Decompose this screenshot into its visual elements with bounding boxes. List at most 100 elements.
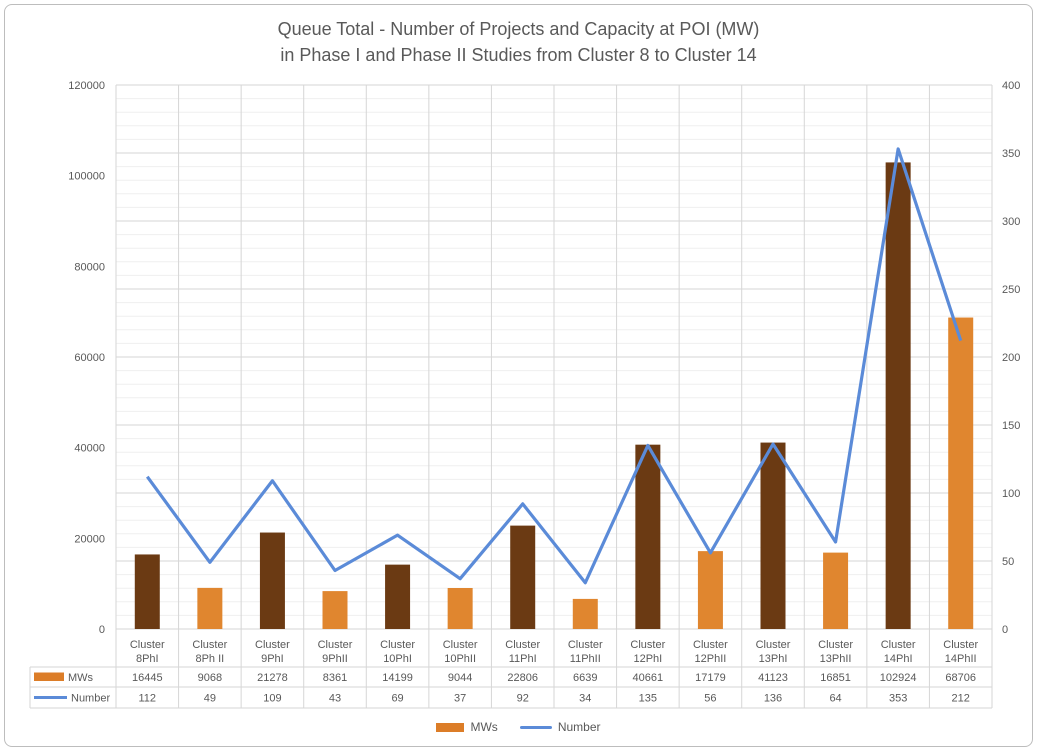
mws-bar [635,444,661,629]
left-axis-tick-label: 60000 [74,352,105,364]
data-table-number-row: 112 49 109 43 69 37 92 34 135 56 136 64 353 212 [139,693,970,705]
category-label-line2: 9PhII [322,653,348,665]
table-cell-mws: 17179 [695,672,726,684]
left-axis-tick-label: 20000 [74,533,105,545]
left-axis-tick-label: 40000 [74,443,105,455]
category-label-line1: Cluster [630,639,665,651]
chart-legend: MWs Number [0,720,1037,734]
table-cell-number: 136 [764,693,782,705]
table-cell-number: 92 [517,693,529,705]
table-cell-number: 135 [639,693,657,705]
category-label-line1: Cluster [568,639,603,651]
right-axis-labels: 0 50 100 150 200 250 300 350 400 [1002,80,1020,636]
right-axis-tick-label: 50 [1002,556,1014,568]
mws-bar [197,587,223,629]
number-line-series [145,147,963,585]
table-cell-number: 49 [204,693,216,705]
category-label-line2: 13PhI [759,653,788,665]
number-line-icon [519,725,552,729]
category-label-line2: 11PhII [570,653,601,665]
category-label-line1: Cluster [380,639,415,651]
table-cell-mws: 14199 [382,672,413,684]
mws-bar [948,317,974,629]
table-cell-number: 212 [952,693,970,705]
category-label-line2: 9PhI [261,653,284,665]
mws-bar [259,532,285,629]
category-label-line2: 13PhII [820,653,852,665]
data-table-mws-row: 16445 9068 21278 8361 14199 9044 22806 6639 4066… [132,672,976,684]
table-cell-mws: 9044 [448,672,472,684]
category-label-line2: 10PhII [444,653,476,665]
data-table-row-headers: MWs Number [34,672,110,705]
mws-swatch-icon [34,672,64,681]
table-cell-number: 43 [329,693,341,705]
table-cell-number: 353 [889,693,907,705]
category-label-line1: Cluster [505,639,540,651]
right-axis-tick-label: 250 [1002,284,1020,296]
table-cell-mws: 16851 [820,672,851,684]
category-label-line1: Cluster [130,639,165,651]
category-labels: Cluster 8PhI Cluster 8Ph II Cluster 9PhI Clust… [130,639,979,665]
category-label-line1: Cluster [255,639,290,651]
data-table-grid [29,629,993,709]
mws-bar [134,554,160,629]
table-cell-number: 37 [454,693,466,705]
mws-bar [385,564,411,629]
category-label-line1: Cluster [192,639,227,651]
number-line [145,147,963,585]
category-label-line2: 8Ph II [195,653,224,665]
mws-swatch-icon [436,722,465,732]
table-cell-mws: 41123 [758,672,788,684]
table-cell-number: 34 [579,693,591,705]
mws-bar [510,525,536,629]
chart-title-line1: Queue Total - Number of Projects and Cap… [277,19,760,39]
right-axis-tick-label: 300 [1002,216,1020,228]
right-axis-tick-label: 350 [1002,148,1020,160]
left-axis-tick-label: 0 [99,624,105,636]
category-label-line1: Cluster [756,639,791,651]
table-cell-number: 109 [263,693,281,705]
right-axis-tick-label: 400 [1002,80,1020,92]
table-cell-number: 64 [829,693,841,705]
legend-number-label: Number [557,720,601,734]
mws-bars [134,162,974,629]
category-label-line2: 11PhI [509,653,537,665]
mws-bar [760,442,786,629]
table-cell-mws: 102924 [880,672,917,684]
right-axis-tick-label: 150 [1002,420,1020,432]
right-axis-tick-label: 200 [1002,352,1020,364]
mws-bar [322,591,348,629]
table-cell-mws: 68706 [945,672,976,684]
category-label-line1: Cluster [693,639,728,651]
category-label-line1: Cluster [881,639,916,651]
mws-bar [885,162,911,629]
table-cell-mws: 22806 [507,672,538,684]
table-cell-mws: 9068 [198,672,222,684]
mws-bar [572,598,598,629]
mws-bar [823,552,849,629]
table-cell-number: 69 [391,693,403,705]
table-row-label-number: Number [71,693,110,705]
mws-bar [447,588,473,629]
category-label-line2: 12PhII [695,653,727,665]
legend-item-number: Number [519,720,601,734]
category-label-line1: Cluster [818,639,853,651]
category-separators [115,85,993,629]
category-label-line2: 14PhI [884,653,913,665]
category-label-line2: 10PhI [383,653,412,665]
left-axis-tick-label: 100000 [68,171,105,183]
table-cell-number: 112 [139,693,157,705]
left-axis-tick-label: 80000 [74,261,105,273]
category-label-line1: Cluster [318,639,353,651]
table-cell-mws: 6639 [573,672,597,684]
chart-title-line2: in Phase I and Phase II Studies from Clu… [280,45,757,66]
legend-item-mws: MWs [436,720,498,734]
category-label-line1: Cluster [443,639,478,651]
category-label-line1: Cluster [943,639,978,651]
category-label-line2: 12PhI [633,653,662,665]
category-label-line2: 14PhII [945,653,977,665]
table-cell-mws: 21278 [257,672,288,684]
left-axis-labels: 0 20000 40000 60000 80000 100000 120000 [68,80,105,636]
